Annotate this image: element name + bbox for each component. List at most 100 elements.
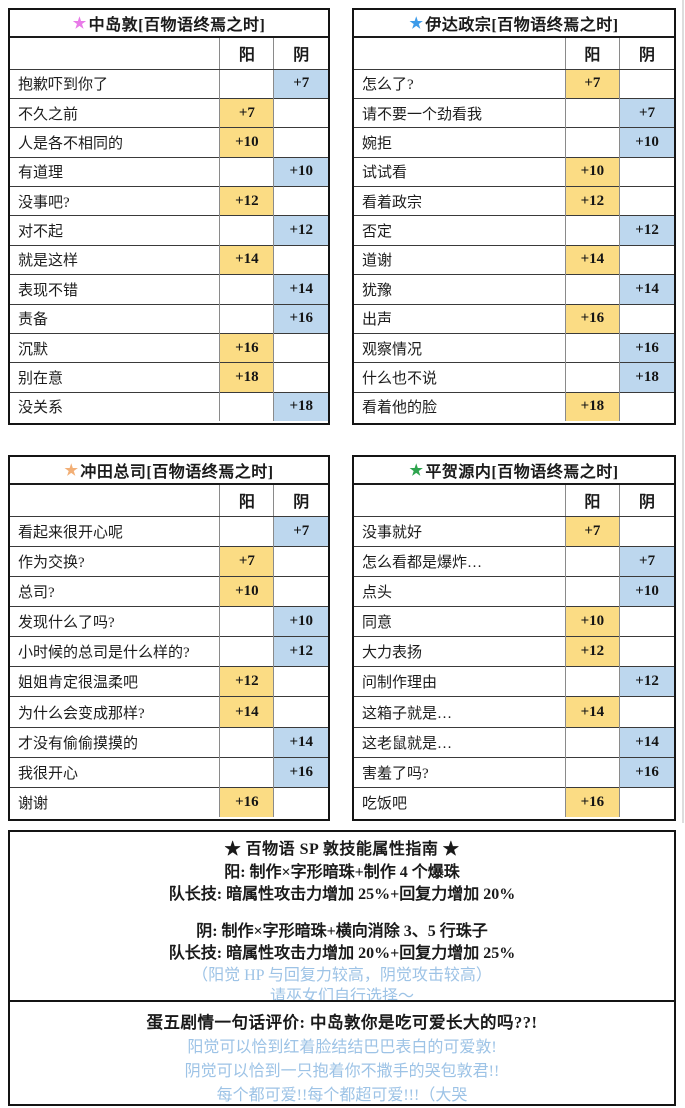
yin-column-header: 阴 [273, 485, 328, 517]
yang-value-cell [219, 636, 274, 667]
dialogue-option-label: 别在意 [10, 362, 220, 393]
yin-value-cell [273, 127, 328, 158]
yang-value-cell: +10 [219, 127, 274, 158]
yin-value-cell: +7 [619, 97, 674, 128]
choose-note-line: 请巫女们自行选择～ [269, 988, 414, 1002]
star-icon: ★ [409, 15, 424, 32]
dialogue-option-label: 才没有偷偷摸摸的 [10, 726, 220, 758]
yin-value-cell: +10 [273, 156, 328, 187]
table-row: 试试看 +10 [354, 156, 674, 187]
dialogue-table: 阳 阴 怎么了? +7 请不要一个劲看我 +7 婉拒 +10 试试看 +10 看着政宗 +12 否定… [354, 38, 674, 421]
yin-value-cell: +16 [273, 756, 328, 788]
yang-value-cell [219, 516, 274, 547]
yang-value-cell [564, 332, 620, 363]
empty-header-cell [10, 485, 220, 517]
yin-value-cell: +16 [619, 756, 674, 788]
yin-value-cell [273, 786, 328, 817]
yang-value-cell: +10 [564, 605, 620, 637]
yang-value-cell [219, 605, 274, 637]
yang-value-cell: +16 [564, 303, 620, 334]
table-title-text: 中岛敦[百物语终焉之时] [88, 17, 266, 34]
yin-value-cell [619, 69, 674, 99]
dialogue-option-label: 看着政宗 [354, 185, 566, 216]
yin-value-cell [619, 185, 674, 216]
table-row: 对不起 +12 [10, 215, 328, 246]
yin-leader-line: 队长技: 暗属性攻击力增加 20%+回复力增加 25% [168, 945, 516, 962]
yin-value-cell: +10 [619, 575, 674, 607]
comment-line-yin: 阴觉可以恰到一只抱着你不撒手的哭包敦君!! [184, 1063, 500, 1080]
dialogue-option-label: 对不起 [10, 215, 220, 246]
table-row: 这老鼠就是… +14 [354, 726, 674, 758]
dialogue-option-label: 抱歉吓到你了 [18, 77, 109, 94]
yin-value-cell [273, 332, 328, 363]
yang-value-cell: +7 [564, 516, 620, 547]
yang-value-cell: +7 [564, 69, 620, 99]
yin-value-cell [619, 156, 674, 187]
yin-value-cell [619, 244, 674, 275]
yang-value-cell: +7 [219, 545, 274, 577]
table-row: 犹豫 +14 [354, 274, 674, 304]
yang-value-cell: +18 [219, 362, 274, 393]
table-hiraga-gennai: ★ 平贺源内[百物语终焉之时] 阳 阴 没事就好 +7 怎么看都是爆炸… +7 点头 +1… [352, 455, 676, 821]
table-row: 怎么看都是爆炸… +7 [354, 545, 674, 577]
yin-value-cell [273, 244, 328, 275]
dialogue-option-label: 同意 [354, 605, 566, 637]
yin-skill-line: 阴: 制作×字形暗珠+横向消除 3、5 行珠子 [196, 923, 488, 940]
dialogue-option-label: 看着他的脸 [354, 391, 566, 421]
yin-value-cell: +7 [619, 545, 674, 577]
dialogue-option-label: 没事就好 [362, 524, 423, 541]
table-row: 否定 +12 [354, 215, 674, 246]
table-row: 看起来很开心呢 +7 [10, 516, 328, 547]
yang-value-cell: +12 [219, 185, 274, 216]
yang-value-cell: +10 [564, 156, 620, 187]
table-row: 吃饭吧 +16 [354, 786, 674, 817]
dialogue-option-label: 否定 [354, 215, 566, 246]
dialogue-option-label: 吃饭吧 [354, 786, 566, 817]
dialogue-option-label: 总司? [10, 575, 220, 607]
star-icon: ★ [72, 15, 87, 32]
yang-skill-line: 阳: 制作×字形暗珠+制作 4 个爆珠 [224, 864, 460, 881]
table-row: 道谢 +14 [354, 244, 674, 275]
dialogue-option-label: 没关系 [10, 391, 220, 421]
skill-guide-box: ★ 百物语 SP 敦技能属性指南 ★ 阳: 制作×字形暗珠+制作 4 个爆珠 队… [8, 830, 676, 1002]
dialogue-option-label: 试试看 [354, 156, 566, 187]
empty-header-cell [354, 38, 566, 70]
table-row: 我很开心 +16 [10, 756, 328, 788]
dialogue-option-label: 出声 [354, 303, 566, 334]
yin-value-cell [619, 605, 674, 637]
dialogue-option-label: 表现不错 [10, 274, 220, 304]
star-icon: ★ [64, 462, 79, 479]
table-okita-souji: ★ 冲田总司[百物语终焉之时] 阳 阴 看起来很开心呢 +7 作为交换? +7 总司? +… [8, 455, 330, 821]
yang-value-cell [564, 215, 620, 246]
yin-value-cell [619, 786, 674, 817]
yang-value-cell: +14 [219, 244, 274, 275]
table-row: 请不要一个劲看我 +7 [354, 97, 674, 128]
yang-column-header: 阳 [219, 38, 274, 70]
yang-leader-line: 队长技: 暗属性攻击力增加 25%+回复力增加 20% [168, 886, 516, 903]
yang-column-header: 阳 [219, 485, 274, 517]
yang-value-cell [564, 726, 620, 758]
yin-column-header: 阴 [273, 38, 328, 70]
yin-value-cell: +10 [619, 127, 674, 158]
table-row: 没事就好 +7 [354, 516, 674, 547]
comment-line-cute: 每个都可爱!!每个都超可爱!!!（大哭 [216, 1087, 468, 1104]
table-row: 没关系 +18 [10, 391, 328, 421]
table-row: 小时候的总司是什么样的? +12 [10, 636, 328, 667]
yin-value-cell: +12 [619, 215, 674, 246]
header-row: 阳 阴 [10, 38, 328, 70]
dialogue-option-label: 大力表扬 [354, 636, 566, 667]
yang-value-cell [219, 726, 274, 758]
yin-value-cell [273, 575, 328, 607]
yin-value-cell: +12 [273, 215, 328, 246]
table-row: 大力表扬 +12 [354, 636, 674, 667]
table-title: ★ 冲田总司[百物语终焉之时] [10, 457, 328, 485]
dialogue-option-label: 观察情况 [354, 332, 566, 363]
yang-value-cell [564, 274, 620, 304]
yin-column-header: 阴 [619, 485, 674, 517]
table-title: ★ 平贺源内[百物语终焉之时] [354, 457, 674, 485]
yang-value-cell [219, 303, 274, 334]
dialogue-option-label: 怎么了? [362, 77, 414, 94]
table-row: 什么也不说 +18 [354, 362, 674, 393]
table-body: 看起来很开心呢 +7 作为交换? +7 总司? +10 发现什么了吗? +10 小时候的总司是什… [10, 516, 328, 817]
comment-line-yang: 阳觉可以恰到红着脸结结巴巴表白的可爱敦! [187, 1039, 497, 1056]
